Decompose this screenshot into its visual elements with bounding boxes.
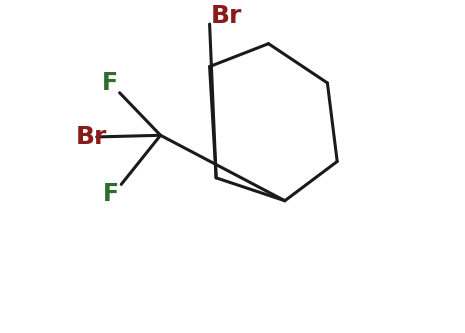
Text: Br: Br: [211, 4, 243, 28]
Text: Br: Br: [75, 125, 107, 149]
Text: F: F: [102, 71, 118, 95]
Text: F: F: [103, 182, 120, 206]
